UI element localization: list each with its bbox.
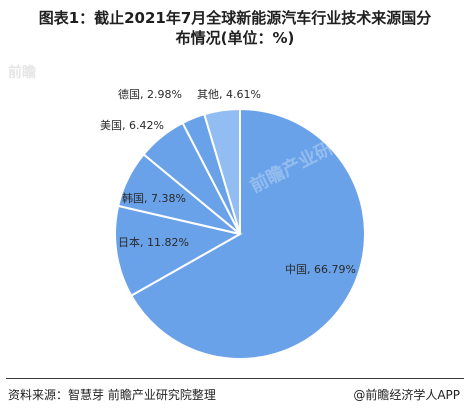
- source-note: 资料来源：智慧芽 前瞻产业研究院整理: [8, 388, 216, 402]
- slice-data-label-3: 韩国, 7.38%: [122, 191, 186, 205]
- footer-divider: [6, 378, 464, 379]
- slice-data-label-6: 其他, 4.61%: [197, 88, 261, 101]
- chart-title: 图表1：截止2021年7月全球新能源汽车行业技术来源国分 布情况(单位：%): [0, 8, 470, 48]
- watermark-logo: 前瞻: [8, 65, 36, 81]
- pie-slice-2: [114, 204, 243, 298]
- slice-data-label-1: 中国, 66.79%: [285, 263, 356, 276]
- brand-credit: @前瞻经济学人APP: [353, 388, 460, 402]
- chart-title-line-1: 图表1：截止2021年7月全球新能源汽车行业技术来源国分: [38, 9, 432, 27]
- pie-chart: 中国, 66.79% 日本, 11.82% 韩国, 7.38% 美国, 6.42% 德国…: [100, 87, 366, 360]
- chart-title-line-2: 布情况(单位：%): [175, 29, 295, 47]
- slice-data-label-5: 德国, 2.98%: [118, 87, 182, 101]
- slice-data-label-2: 日本, 11.82%: [118, 235, 189, 249]
- pie-slice-1: [129, 107, 366, 360]
- pie-slice-6: [203, 107, 241, 235]
- slice-data-label-4: 美国, 6.42%: [100, 119, 164, 132]
